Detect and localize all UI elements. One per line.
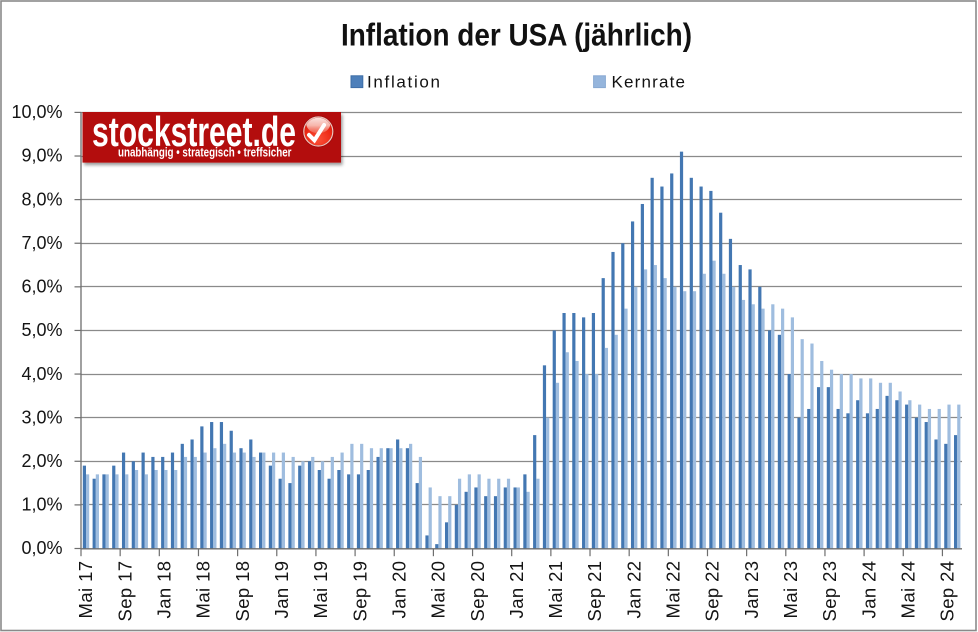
svg-text:3,0%: 3,0% — [21, 407, 62, 427]
svg-text:Sep 19: Sep 19 — [349, 561, 370, 622]
svg-text:4,0%: 4,0% — [21, 364, 62, 384]
svg-text:Inflation der USA (jährlich): Inflation der USA (jährlich) — [341, 17, 692, 53]
svg-text:Jan 20: Jan 20 — [388, 561, 409, 619]
svg-text:2,0%: 2,0% — [21, 451, 62, 471]
svg-text:Inflation: Inflation — [367, 72, 440, 91]
svg-text:Sep 24: Sep 24 — [937, 561, 958, 622]
svg-text:Jan 21: Jan 21 — [506, 561, 527, 619]
svg-text:Sep 17: Sep 17 — [114, 561, 135, 622]
svg-text:Mai 19: Mai 19 — [310, 561, 331, 619]
svg-text:Mai 18: Mai 18 — [193, 561, 214, 619]
svg-text:Jan 24: Jan 24 — [858, 561, 879, 619]
svg-text:Mai 23: Mai 23 — [780, 561, 801, 619]
svg-text:unabhängig • strategisch • tre: unabhängig • strategisch • treffsicher — [118, 146, 292, 160]
svg-text:8,0%: 8,0% — [21, 189, 62, 209]
svg-text:Jan 22: Jan 22 — [623, 561, 644, 619]
svg-text:10,0%: 10,0% — [11, 102, 62, 122]
svg-text:Sep 22: Sep 22 — [702, 561, 723, 622]
svg-text:Jan 18: Jan 18 — [154, 561, 175, 619]
svg-text:1,0%: 1,0% — [21, 495, 62, 515]
svg-text:Mai 22: Mai 22 — [663, 561, 684, 619]
svg-text:7,0%: 7,0% — [21, 233, 62, 253]
svg-text:6,0%: 6,0% — [21, 277, 62, 297]
svg-text:Kernrate: Kernrate — [612, 72, 686, 91]
svg-text:stockstreet.de: stockstreet.de — [92, 108, 296, 155]
svg-text:Jan 19: Jan 19 — [271, 561, 292, 619]
svg-text:Jan 23: Jan 23 — [741, 561, 762, 619]
svg-text:0,0%: 0,0% — [21, 538, 62, 558]
svg-text:Mai 17: Mai 17 — [75, 561, 96, 619]
svg-text:Mai 24: Mai 24 — [897, 561, 918, 619]
svg-text:Sep 23: Sep 23 — [819, 561, 840, 622]
svg-text:5,0%: 5,0% — [21, 320, 62, 340]
svg-text:Sep 21: Sep 21 — [584, 561, 605, 622]
svg-text:Sep 20: Sep 20 — [467, 561, 488, 622]
svg-text:Mai 21: Mai 21 — [545, 561, 566, 619]
svg-text:Mai 20: Mai 20 — [428, 561, 449, 619]
svg-text:9,0%: 9,0% — [21, 146, 62, 166]
svg-text:Sep 18: Sep 18 — [232, 561, 253, 622]
